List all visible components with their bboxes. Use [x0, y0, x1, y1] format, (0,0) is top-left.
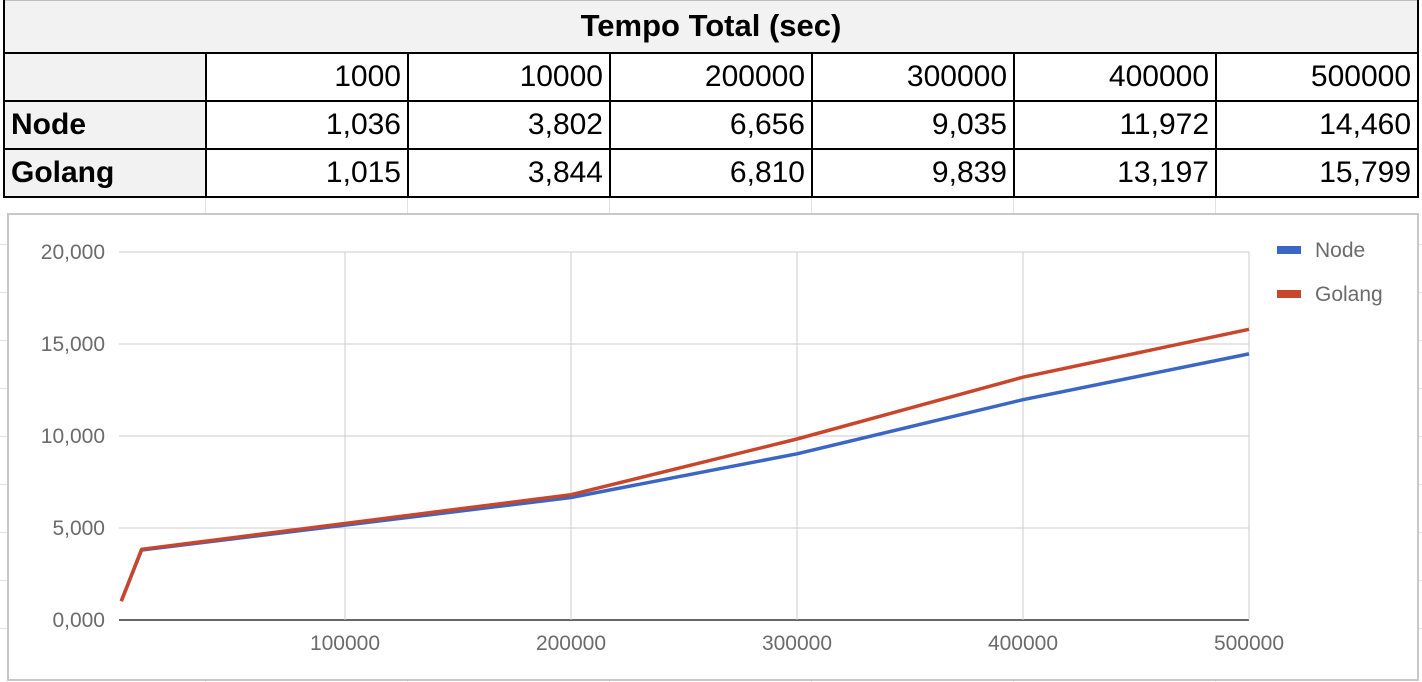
table-cell[interactable]: 14,460	[1214, 99, 1420, 150]
table-cell[interactable]: 6,656	[609, 99, 813, 150]
legend-label-golang: Golang	[1315, 283, 1383, 306]
y-tick-label: 20,000	[41, 241, 105, 264]
column-header[interactable]: 300000	[811, 51, 1015, 102]
row-label-golang[interactable]: Golang	[3, 147, 207, 198]
column-header[interactable]: 10000	[407, 51, 611, 102]
table-cell[interactable]: 15,799	[1214, 147, 1420, 198]
y-tick-label: 0,000	[52, 609, 105, 632]
table-cell[interactable]: 6,810	[609, 147, 813, 198]
y-tick-label: 5,000	[52, 517, 105, 540]
legend-swatch-golang	[1277, 290, 1301, 298]
table-cell[interactable]: 3,802	[407, 99, 611, 150]
column-header[interactable]: 500000	[1214, 51, 1420, 102]
table-cell[interactable]: 13,197	[1013, 147, 1217, 198]
x-tick-label: 100000	[310, 632, 380, 655]
x-tick-label: 500000	[1214, 632, 1284, 655]
table-cell[interactable]: 1,036	[205, 99, 409, 150]
line-chart[interactable]: 0,000 5,000 10,000 15,000 20,000 100000 200000…	[7, 213, 1419, 681]
results-table: Tempo Total (sec) 1000 10000 200000 3000…	[2, 0, 1420, 198]
table-cell[interactable]: 9,035	[811, 99, 1015, 150]
table-cell[interactable]: 3,844	[407, 147, 611, 198]
y-tick-label: 15,000	[41, 333, 105, 356]
table-cell[interactable]: 1,015	[205, 147, 409, 198]
x-tick-label: 400000	[988, 632, 1058, 655]
column-header[interactable]: 200000	[609, 51, 813, 102]
chart-canvas: 0,000 5,000 10,000 15,000 20,000 100000 200000…	[41, 239, 1383, 655]
legend-swatch-node	[1277, 246, 1301, 254]
legend-label-node: Node	[1315, 239, 1365, 262]
header-corner-cell[interactable]	[3, 51, 207, 102]
x-tick-label: 200000	[536, 632, 606, 655]
table-cell[interactable]: 9,839	[811, 147, 1015, 198]
row-label-node[interactable]: Node	[3, 99, 207, 150]
column-header[interactable]: 1000	[205, 51, 409, 102]
table-row-golang: Golang 1,015 3,844 6,810 9,839 13,197 15…	[3, 147, 1420, 198]
x-tick-label: 300000	[762, 632, 832, 655]
table-cell[interactable]: 11,972	[1013, 99, 1217, 150]
table-title[interactable]: Tempo Total (sec)	[2, 0, 1420, 54]
series-line-node	[119, 352, 1250, 602]
series-line-golang	[119, 327, 1250, 602]
column-header[interactable]: 400000	[1013, 51, 1217, 102]
y-tick-label: 10,000	[41, 425, 105, 448]
table-row-node: Node 1,036 3,802 6,656 9,035 11,972 14,4…	[3, 99, 1420, 150]
